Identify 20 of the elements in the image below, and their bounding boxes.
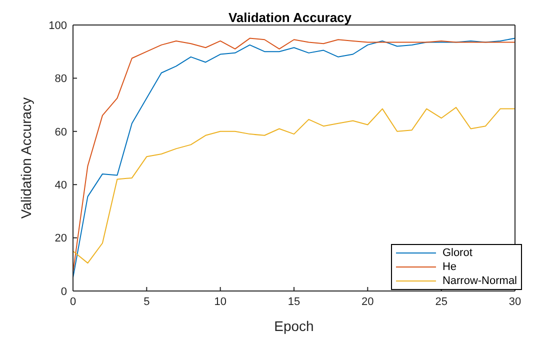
y-tick-label: 40	[54, 180, 67, 192]
legend-label: Narrow-Normal	[442, 275, 517, 287]
x-tick-label: 0	[70, 296, 76, 308]
legend-label: Glorot	[442, 247, 472, 259]
x-tick-label: 15	[288, 296, 300, 308]
y-tick-label: 20	[54, 232, 67, 245]
y-axis-title: Validation Accuracy	[18, 97, 34, 219]
x-tick-label: 20	[362, 296, 374, 308]
x-tick-label: 25	[435, 296, 448, 308]
x-tick-label: 5	[144, 296, 150, 308]
line-series	[73, 106, 515, 264]
y-tick-label: 80	[54, 73, 67, 86]
chart-title: Validation Accuracy	[227, 10, 353, 25]
y-tick-label: 60	[54, 126, 67, 138]
x-tick-label: 30	[508, 296, 522, 308]
y-tick-label: 0	[60, 286, 67, 298]
x-axis-title: Epoch	[274, 318, 314, 334]
x-tick-label: 10	[214, 296, 226, 308]
legend-label: He	[442, 261, 456, 273]
y-tick-label: 100	[48, 20, 67, 32]
